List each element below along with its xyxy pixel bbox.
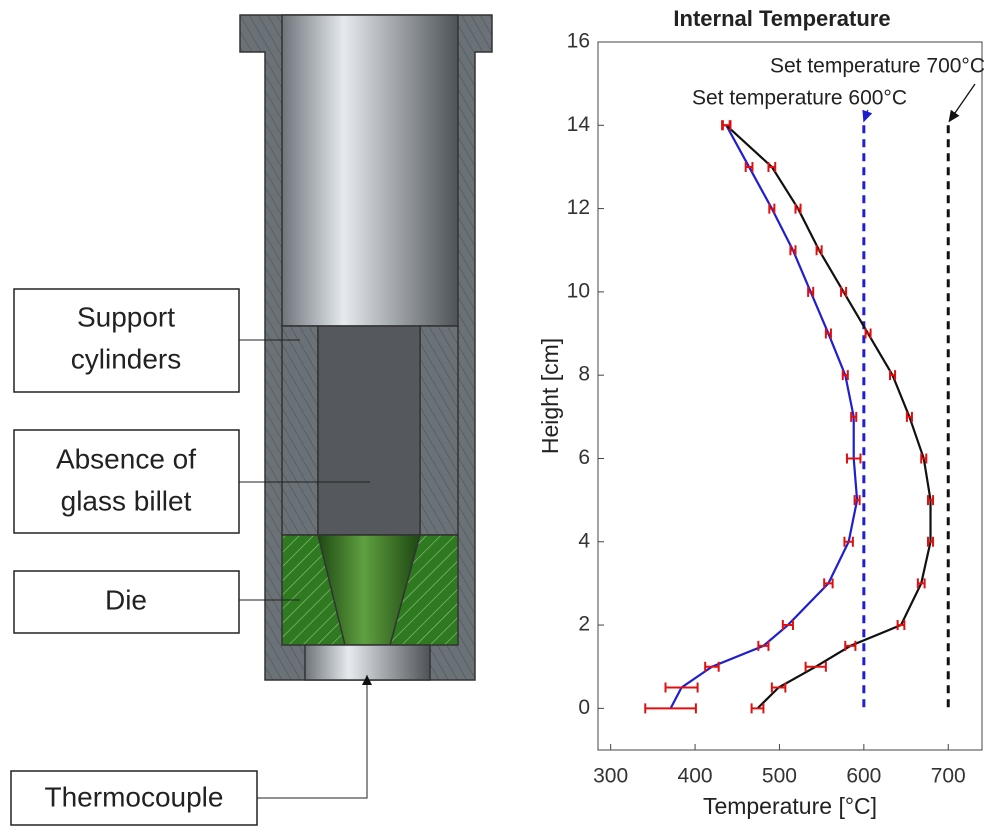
x-tick-label: 400 <box>678 765 713 788</box>
error-bar <box>845 453 862 464</box>
error-bar <box>926 536 935 547</box>
callout-label: Thermocouple <box>45 781 224 812</box>
error-bar <box>815 245 823 256</box>
x-tick-label: 700 <box>931 765 966 788</box>
error-bar <box>840 286 848 297</box>
error-bar <box>807 286 815 297</box>
error-bar <box>781 620 794 631</box>
error-bar <box>864 328 872 339</box>
y-tick-label: 6 <box>578 446 590 469</box>
callout-label: glass billet <box>61 485 192 516</box>
annotation-arrow <box>862 109 873 123</box>
error-bar <box>889 370 897 381</box>
callout-label: cylinders <box>71 343 181 374</box>
y-tick-label: 8 <box>578 363 590 386</box>
callout-label: Die <box>105 584 147 615</box>
error-bar <box>905 411 913 422</box>
error-bar <box>789 245 797 256</box>
y-tick-label: 16 <box>567 30 590 53</box>
error-bar <box>841 370 849 381</box>
error-bar <box>853 495 861 506</box>
error-bar <box>824 328 832 339</box>
x-tick-label: 300 <box>593 765 628 788</box>
error-bar <box>850 411 858 422</box>
error-bar <box>721 120 732 131</box>
error-bar <box>916 578 926 589</box>
error-bar <box>750 703 765 714</box>
error-bar <box>644 703 697 714</box>
callout-label: Absence of <box>56 443 196 474</box>
y-tick-label: 2 <box>578 613 590 636</box>
error-bar <box>757 640 770 651</box>
error-bar <box>920 453 928 464</box>
labels <box>10 288 372 826</box>
y-axis-label: Height [cm] <box>537 338 563 454</box>
error-bar <box>843 536 854 547</box>
plot-area <box>597 41 983 751</box>
error-bar <box>926 495 935 506</box>
x-axis-label: Temperature [°C] <box>703 793 877 819</box>
error-bar <box>767 161 777 172</box>
x-tick-label: 600 <box>846 765 881 788</box>
annotation: Set temperature 700°C <box>770 55 985 78</box>
error-bar <box>823 578 834 589</box>
chart: 0 2 4 6 8 10 12 14 16 300 400 500 600 700 Internal Tem… <box>537 6 985 819</box>
y-tick-label: 10 <box>567 279 590 302</box>
error-bar <box>744 161 754 172</box>
error-bar <box>770 682 787 693</box>
y-tick-label: 4 <box>578 529 590 552</box>
cross-section <box>239 14 493 681</box>
y-tick-label: 14 <box>567 113 591 136</box>
error-bar <box>844 640 857 651</box>
annotation: Set temperature 600°C <box>692 87 907 110</box>
error-bar <box>768 203 776 214</box>
error-bar <box>664 682 699 693</box>
error-bar <box>804 661 827 672</box>
annotation-arrow <box>948 83 976 123</box>
y-tick-label: 0 <box>578 696 590 719</box>
y-tick-label: 12 <box>567 196 590 219</box>
chart-title: Internal Temperature <box>673 6 890 31</box>
callout-label: Support <box>77 301 175 332</box>
error-bar <box>704 661 720 672</box>
x-tick-label: 500 <box>762 765 797 788</box>
error-bar <box>794 203 802 214</box>
error-bar <box>896 620 906 631</box>
